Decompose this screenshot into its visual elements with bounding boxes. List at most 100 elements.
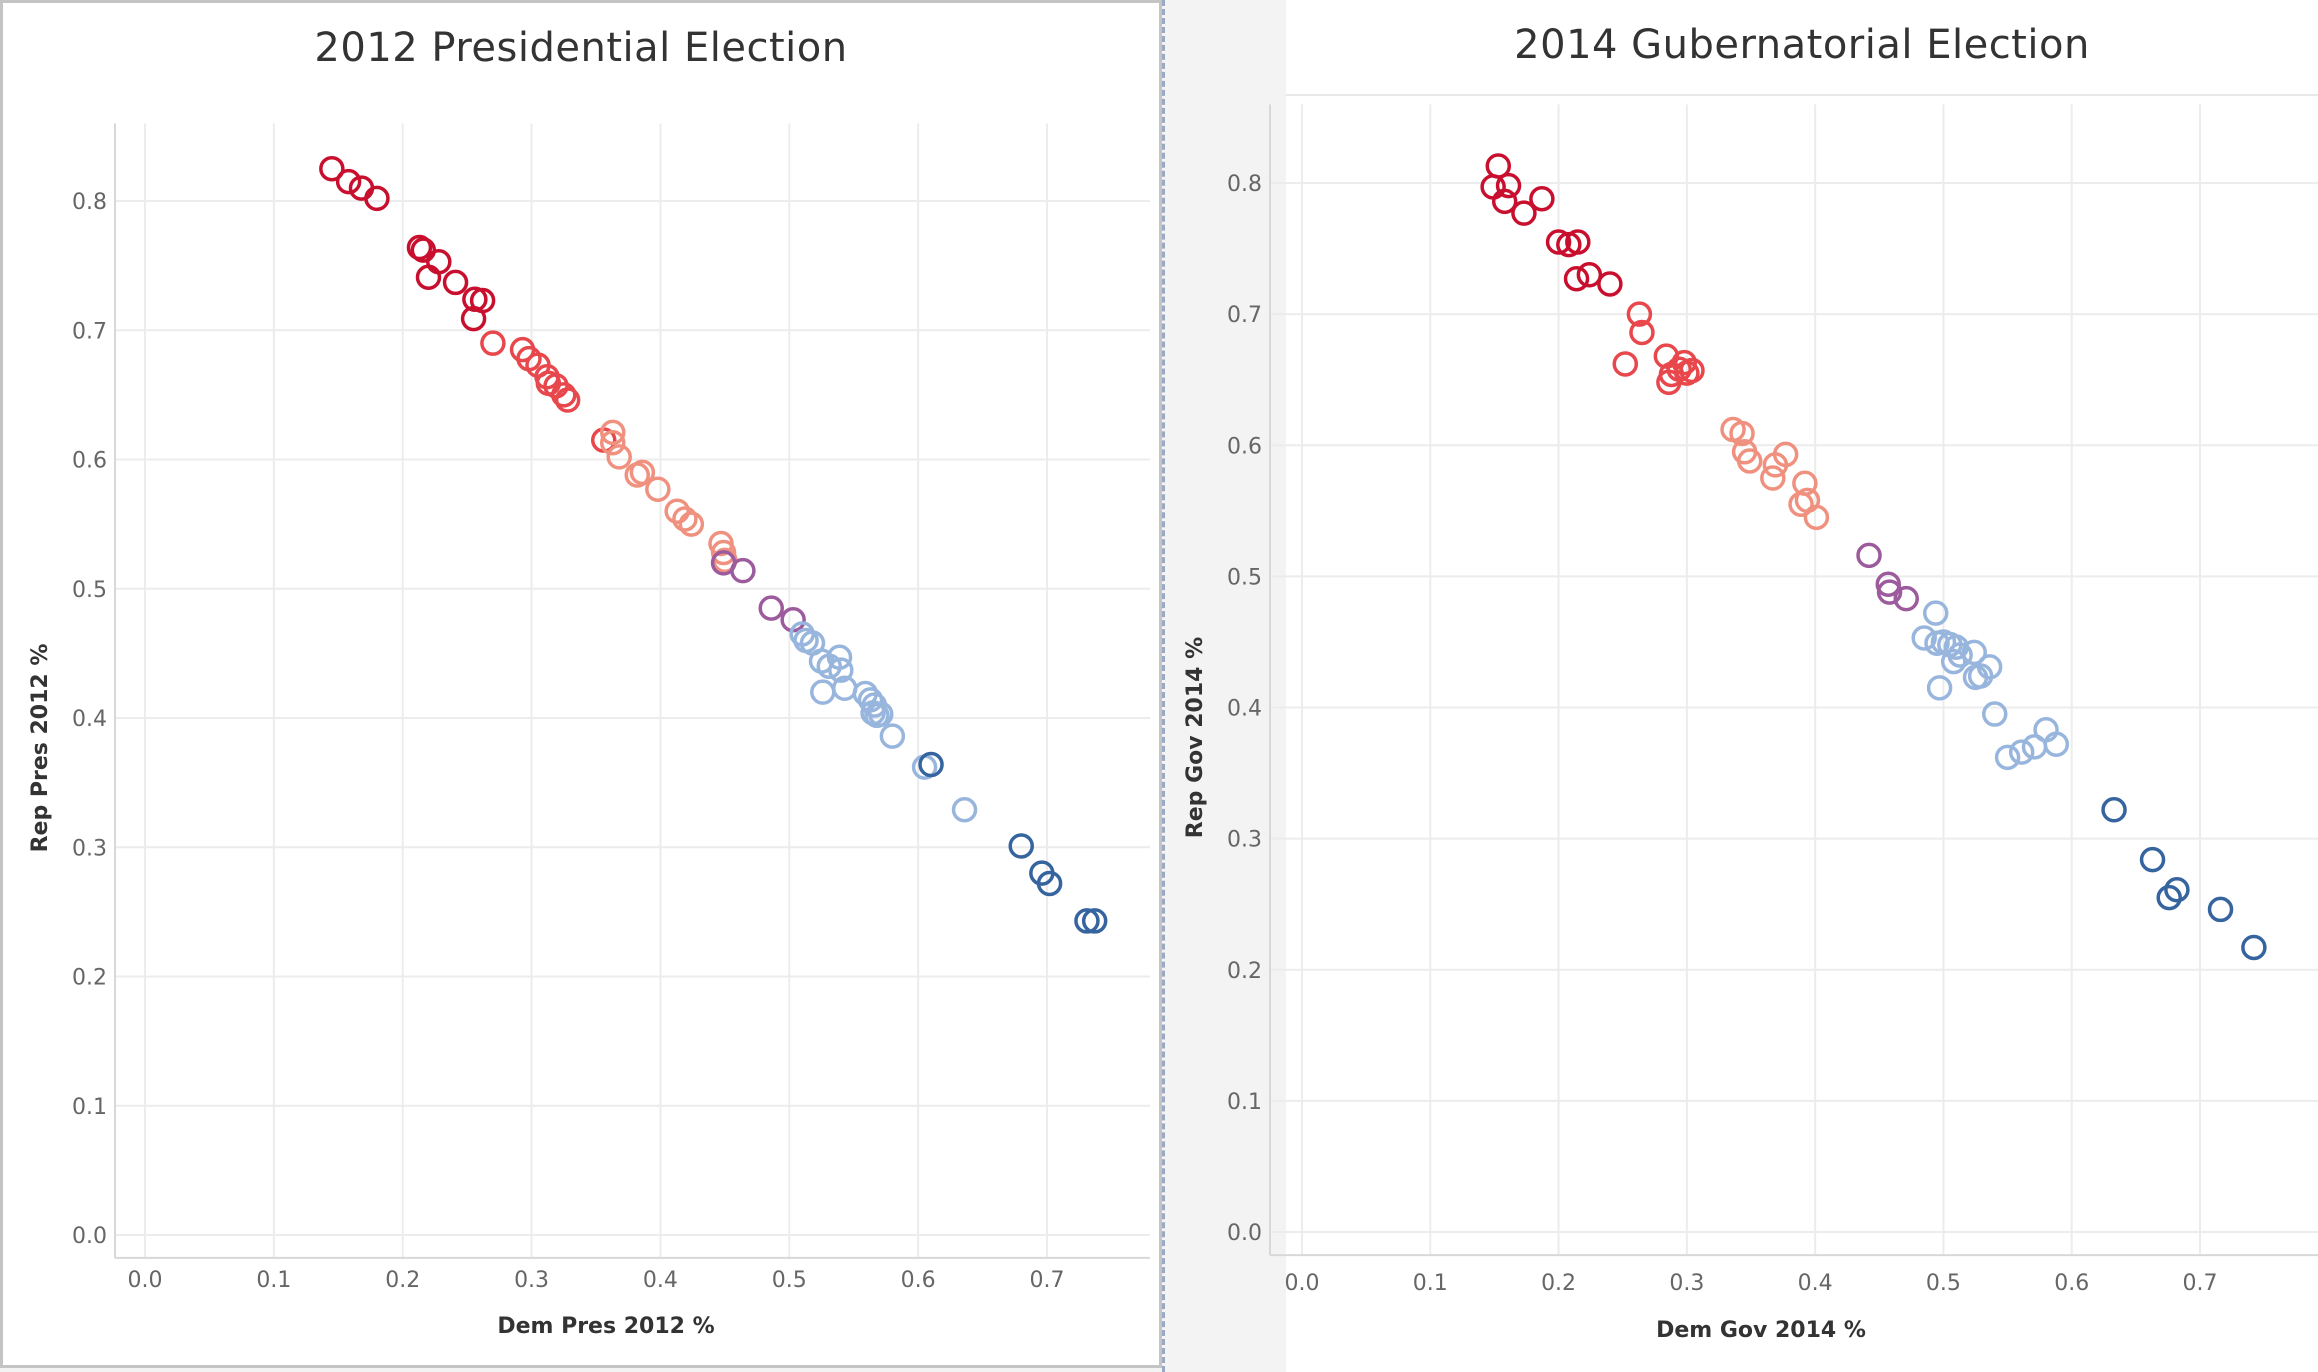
data-point[interactable]: [2164, 877, 2190, 903]
data-point[interactable]: [2207, 896, 2234, 923]
y-tick-label: 0.8: [72, 190, 107, 215]
data-point[interactable]: [600, 429, 626, 456]
data-point[interactable]: [480, 330, 506, 356]
y-tick-label: 0.3: [1227, 828, 1262, 853]
data-point[interactable]: [1803, 504, 1830, 531]
data-point[interactable]: [810, 679, 836, 705]
data-point[interactable]: [335, 168, 362, 195]
x-tick-label: 0.0: [1285, 1271, 1320, 1296]
data-point[interactable]: [442, 269, 469, 296]
data-point[interactable]: [828, 657, 854, 683]
data-point[interactable]: [1981, 701, 2008, 727]
x-tick-label: 0.7: [1030, 1268, 1065, 1293]
data-point[interactable]: [415, 264, 442, 291]
data-point[interactable]: [1679, 357, 1705, 384]
x-tick-label: 0.6: [2054, 1271, 2089, 1296]
data-point[interactable]: [1597, 271, 1623, 297]
x-tick-label: 0.4: [643, 1268, 678, 1293]
data-point[interactable]: [678, 511, 705, 537]
y-tick-label: 0.6: [1227, 434, 1262, 459]
data-point[interactable]: [826, 644, 853, 671]
data-point[interactable]: [1961, 639, 1987, 666]
data-point[interactable]: [1994, 744, 2021, 771]
data-point[interactable]: [1074, 908, 1100, 934]
data-point[interactable]: [1876, 579, 1903, 605]
x-tick-label: 0.2: [1541, 1271, 1576, 1296]
x-axis-title: Dem Gov 2014 %: [1656, 1318, 1866, 1343]
data-point[interactable]: [645, 476, 671, 502]
data-point[interactable]: [1940, 648, 1967, 675]
data-point[interactable]: [406, 234, 433, 261]
data-point[interactable]: [348, 175, 375, 201]
data-point[interactable]: [606, 444, 632, 470]
y-tick-label: 0.0: [1227, 1221, 1262, 1246]
data-point[interactable]: [1736, 448, 1763, 474]
y-tick-label: 0.7: [1227, 303, 1262, 328]
data-point[interactable]: [1947, 642, 1973, 668]
data-point[interactable]: [2021, 734, 2048, 760]
data-point[interactable]: [1529, 185, 1555, 212]
data-point[interactable]: [2156, 884, 2182, 911]
data-point[interactable]: [600, 419, 626, 446]
data-point[interactable]: [2101, 797, 2127, 823]
panel-divider[interactable]: [1162, 0, 1165, 1372]
data-point[interactable]: [758, 595, 784, 621]
data-point[interactable]: [1626, 301, 1653, 327]
gridlines: [1270, 104, 2318, 1256]
data-point[interactable]: [1760, 465, 1786, 491]
data-point[interactable]: [551, 382, 577, 408]
data-point[interactable]: [1629, 319, 1655, 346]
data-point[interactable]: [1081, 908, 1108, 934]
x-tick-label: 0.3: [514, 1268, 549, 1293]
data-point[interactable]: [554, 387, 581, 413]
data-point[interactable]: [1491, 188, 1518, 215]
data-point[interactable]: [1612, 351, 1639, 377]
data-point[interactable]: [664, 498, 690, 524]
data-point[interactable]: [1926, 675, 1953, 701]
data-point[interactable]: [1671, 349, 1698, 376]
data-point[interactable]: [1729, 420, 1755, 447]
data-point[interactable]: [364, 185, 390, 212]
data-point[interactable]: [1511, 200, 1537, 226]
data-point[interactable]: [1911, 625, 1937, 651]
data-point[interactable]: [1772, 441, 1799, 468]
data-point[interactable]: [319, 155, 345, 182]
data-point[interactable]: [426, 248, 452, 275]
data-point[interactable]: [460, 305, 487, 332]
data-point[interactable]: [2043, 731, 2070, 757]
data-point[interactable]: [1036, 870, 1063, 897]
data-point[interactable]: [951, 797, 978, 823]
chart-title: 2012 Presidential Election: [314, 25, 848, 71]
y-tick-label: 0.2: [72, 966, 107, 991]
data-point[interactable]: [1545, 229, 1572, 255]
data-point[interactable]: [2241, 934, 2267, 961]
data-point[interactable]: [672, 506, 698, 532]
data-point[interactable]: [868, 701, 894, 727]
data-point[interactable]: [1495, 172, 1522, 199]
y-tick-label: 0.5: [72, 578, 107, 603]
y-axis-title: Rep Gov 2014 %: [1183, 637, 1208, 838]
data-point[interactable]: [1922, 600, 1949, 626]
data-point[interactable]: [1576, 262, 1603, 288]
data-point[interactable]: [1893, 585, 1919, 612]
data-point[interactable]: [730, 557, 756, 584]
x-tick-label: 0.1: [1413, 1271, 1448, 1296]
data-point[interactable]: [629, 459, 656, 486]
data-point[interactable]: [2139, 846, 2166, 873]
y-tick-label: 0.1: [72, 1095, 107, 1120]
data-point[interactable]: [1563, 265, 1590, 292]
data-point[interactable]: [1967, 663, 1994, 689]
x-tick-label: 0.0: [128, 1268, 163, 1293]
data-point[interactable]: [1008, 833, 1034, 859]
data-point[interactable]: [2008, 739, 2035, 765]
y-tick-label: 0.7: [72, 319, 107, 344]
data-point[interactable]: [1565, 229, 1591, 255]
data-point[interactable]: [1856, 542, 1882, 569]
y-tick-label: 0.0: [72, 1224, 107, 1249]
data-point[interactable]: [879, 723, 906, 749]
y-tick-label: 0.2: [1227, 959, 1262, 984]
y-tick-label: 0.3: [72, 836, 107, 861]
x-axis-title: Dem Pres 2012 %: [497, 1314, 714, 1339]
tick-labels: 0.0 0.1 0.2 0.3 0.4 0.5 0.6 0.7 0.0 0.1 0.2 0.3 0.4 0…: [72, 190, 1065, 1293]
data-point[interactable]: [918, 751, 944, 778]
